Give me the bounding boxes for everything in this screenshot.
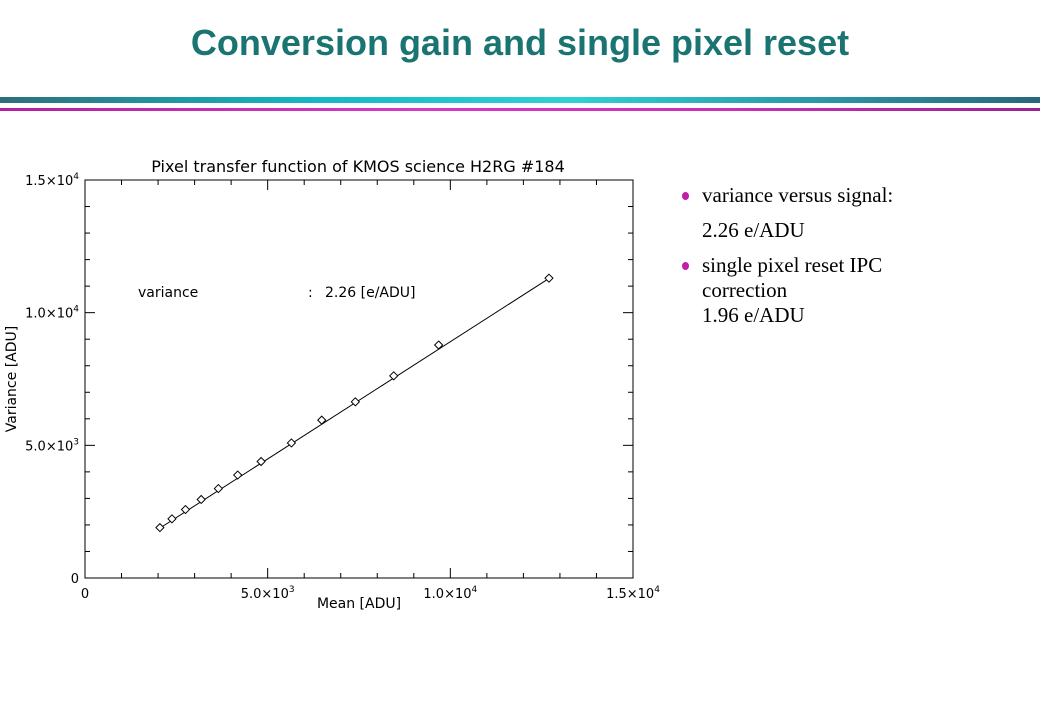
y-tick-label: 0 — [71, 572, 79, 587]
bullet-dot — [682, 262, 689, 270]
bullet-item: variance versus signal: — [682, 183, 982, 208]
bullet-text: single pixel reset IPC — [702, 253, 883, 277]
y-axis-label: Variance [ADU] — [4, 326, 20, 432]
data-point — [286, 438, 297, 448]
y-tick-labels: 0 5.0×103 1.0×104 1.5×104 — [25, 172, 79, 587]
slide-title: Conversion gain and single pixel reset — [190, 22, 850, 63]
data-point — [350, 397, 361, 407]
data-point — [256, 456, 266, 467]
title-rule-magenta — [0, 108, 1040, 111]
annotation-label: variance — [138, 285, 198, 301]
title-rule-teal — [0, 97, 1040, 103]
data-point — [180, 504, 191, 515]
bullet-subtext: 2.26 e/ADU — [702, 218, 805, 242]
data-point — [155, 522, 165, 533]
x-axis-label: Mean [ADU] — [317, 596, 401, 612]
y-tick-label: 1.0×104 — [25, 305, 79, 322]
y-tick-label: 1.5×104 — [25, 172, 79, 189]
bullet-subtext: correction — [702, 278, 788, 302]
data-point — [388, 371, 399, 381]
transfer-chart: Pixel transfer function of KMOS science … — [4, 157, 660, 612]
x-tick-label: 5.0×103 — [241, 585, 295, 602]
y-tick-label: 5.0×103 — [25, 437, 79, 454]
data-point — [213, 483, 224, 494]
annotation-value: 2.26 [e/ADU] — [325, 285, 415, 301]
bullet-list: variance versus signal: 2.26 e/ADU singl… — [682, 183, 982, 328]
x-tick-label: 0 — [81, 587, 89, 602]
bullet-subtext: 1.96 e/ADU — [702, 303, 805, 327]
x-tick-labels: 0 5.0×103 1.0×104 1.5×104 — [81, 585, 660, 602]
bullet-item: single pixel reset IPC — [682, 253, 982, 278]
chart-title: Pixel transfer function of KMOS science … — [151, 157, 565, 176]
bullet-text: variance versus signal: — [702, 183, 894, 207]
data-point — [233, 470, 243, 480]
data-point — [544, 273, 554, 283]
data-points — [155, 273, 554, 533]
plot-frame — [84, 179, 634, 579]
x-tick-label: 1.0×104 — [423, 585, 477, 602]
data-point — [433, 340, 444, 350]
data-point — [167, 514, 177, 524]
data-point — [317, 415, 327, 425]
data-point — [196, 494, 206, 505]
bullet-dot — [682, 192, 689, 200]
axis-ticks — [84, 179, 634, 579]
x-tick-label: 1.5×104 — [606, 585, 660, 602]
annotation-separator: : — [308, 285, 313, 301]
